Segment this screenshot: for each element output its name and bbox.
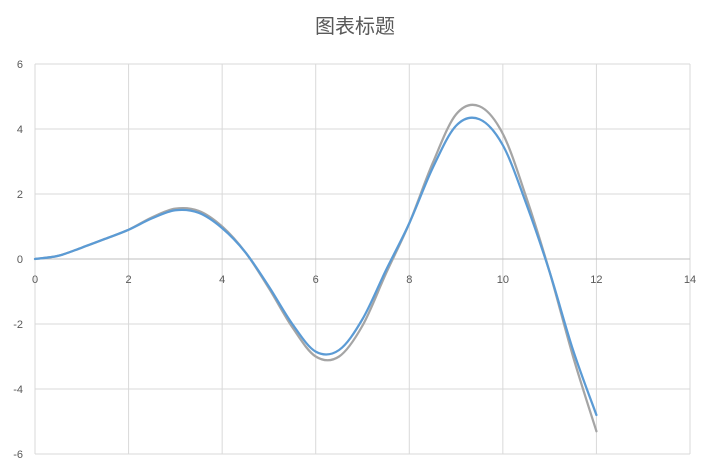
x-tick-label: 14 [684,274,696,286]
y-tick-label: 6 [17,59,23,71]
y-tick-label: -6 [13,449,23,461]
x-tick-label: 8 [406,274,412,286]
y-tick-label: 0 [17,254,23,266]
x-tick-label: 6 [313,274,319,286]
y-tick-label: -2 [13,319,23,331]
y-tick-label: 2 [17,189,23,201]
x-tick-label: 0 [32,274,38,286]
x-tick-label: 10 [497,274,509,286]
y-tick-label: 4 [17,124,23,136]
x-tick-label: 2 [126,274,132,286]
x-tick-label: 12 [590,274,602,286]
y-tick-label: -4 [13,384,23,396]
x-tick-label: 4 [219,274,225,286]
